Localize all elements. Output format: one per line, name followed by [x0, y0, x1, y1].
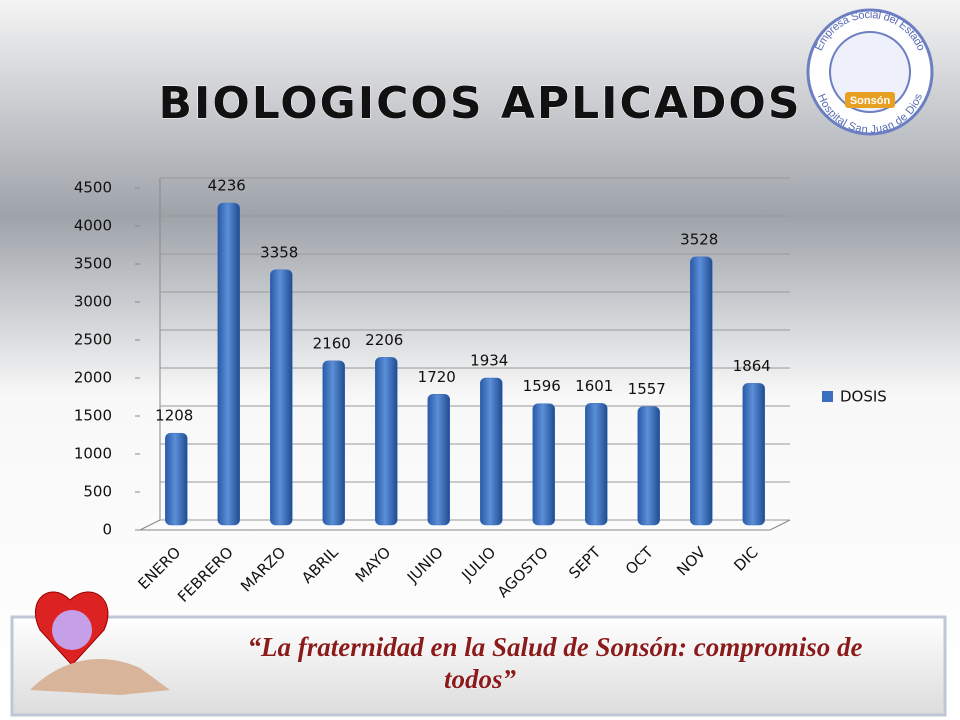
logo-center-text: Sonsón	[850, 95, 891, 107]
y-tick-label: 3500	[74, 255, 112, 273]
value-label: 1601	[575, 377, 613, 395]
bar	[217, 202, 240, 526]
bar	[480, 377, 503, 526]
value-label: 1596	[523, 377, 561, 395]
bar	[690, 256, 713, 526]
logo: Empresa Social del Estado Hospital San J…	[806, 8, 934, 136]
bar	[585, 403, 608, 526]
y-tick-label: 3000	[74, 293, 112, 311]
floor-right	[769, 519, 791, 531]
value-label: 1208	[155, 407, 193, 425]
y-tick-label: 500	[83, 483, 112, 501]
value-label: 3358	[260, 243, 298, 261]
value-label: 1934	[470, 352, 508, 370]
y-tick-label: 4000	[74, 217, 112, 235]
value-label: 1864	[733, 357, 771, 375]
value-label: 1557	[628, 380, 666, 398]
bar	[322, 360, 345, 526]
y-tick-label: 1500	[74, 407, 112, 425]
banner-line1: “La fraternidad en la Salud de Sonsón: c…	[247, 632, 862, 662]
bar	[375, 357, 398, 526]
value-label: 2160	[313, 334, 351, 352]
value-label: 1720	[418, 368, 456, 386]
bar	[165, 432, 188, 526]
bar	[427, 394, 450, 526]
bar	[532, 403, 555, 526]
logo-label-box	[845, 92, 895, 108]
y-tick-label: 4500	[74, 179, 112, 197]
value-label: 3528	[680, 230, 718, 248]
legend-label: DOSIS	[840, 388, 887, 406]
legend-swatch	[822, 391, 833, 402]
bar	[270, 269, 293, 526]
title: BIOLOGICOS APLICADOS	[158, 78, 801, 129]
banner-box	[10, 615, 947, 717]
heart-badge	[52, 610, 92, 650]
bar	[637, 406, 660, 526]
bar	[742, 383, 765, 526]
y-tick-label: 2000	[74, 369, 112, 387]
banner: “La fraternidad en la Salud de Sonsón: c…	[10, 591, 947, 717]
banner-line2: todos”	[444, 664, 517, 694]
y-tick-label: 0	[102, 521, 112, 539]
value-label: 2206	[365, 331, 403, 349]
floor-left	[139, 519, 161, 531]
y-tick-label: 1000	[74, 445, 112, 463]
hands	[30, 659, 170, 695]
value-label: 4236	[208, 177, 246, 195]
y-tick-label: 2500	[74, 331, 112, 349]
